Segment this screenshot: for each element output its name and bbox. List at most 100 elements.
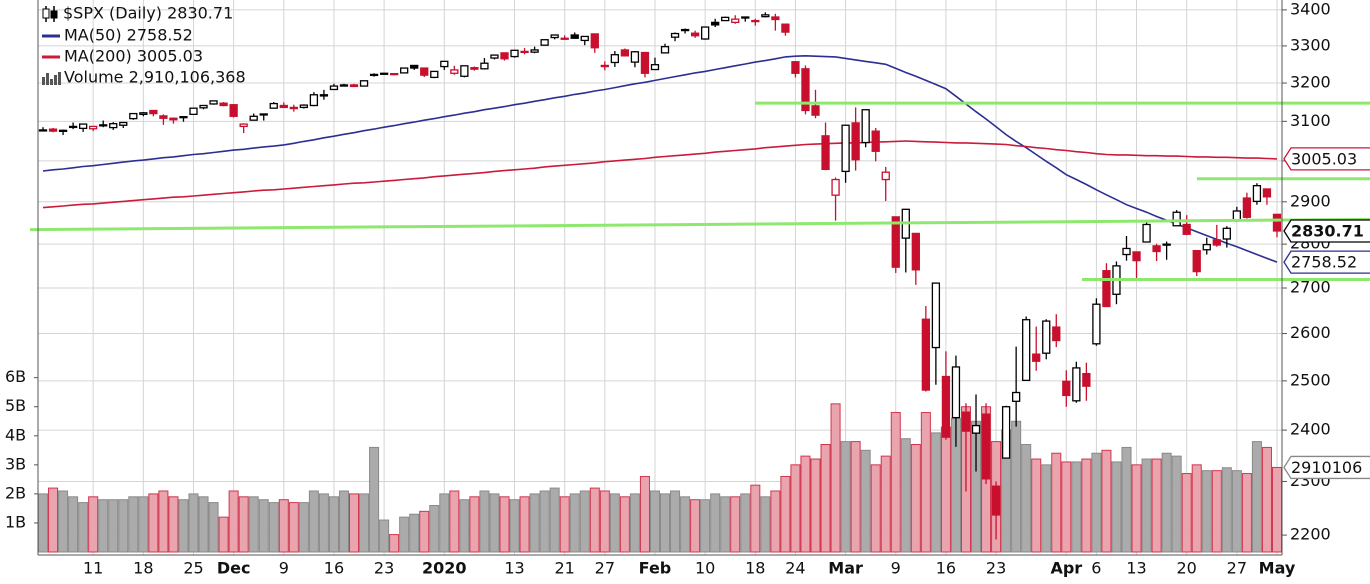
candle-body bbox=[48, 128, 58, 132]
x-tick-label: Mar bbox=[828, 559, 863, 578]
candle-body bbox=[460, 65, 469, 77]
volume-bar bbox=[308, 490, 319, 553]
value-tag: 2910106 bbox=[1291, 458, 1362, 477]
volume-bar bbox=[449, 490, 460, 553]
volume-bar bbox=[298, 502, 309, 553]
volume-bar bbox=[118, 499, 129, 553]
volume-bar bbox=[338, 490, 350, 553]
candle-body bbox=[620, 49, 630, 57]
volume-bar bbox=[1061, 461, 1072, 553]
candle-body bbox=[209, 100, 218, 105]
legend-entry: MA(50) 2758.52 bbox=[64, 26, 193, 45]
volume-bar bbox=[840, 441, 851, 553]
legend-icon bbox=[50, 10, 58, 19]
candle-body bbox=[811, 105, 820, 116]
x-tick-label: 27 bbox=[1227, 559, 1247, 578]
candle-body bbox=[861, 109, 870, 144]
volume-bar bbox=[910, 444, 921, 553]
volume-bar bbox=[519, 496, 530, 553]
volume-bar bbox=[258, 499, 269, 553]
legend-icon bbox=[54, 75, 57, 85]
candle-body bbox=[490, 54, 499, 59]
volume-bar bbox=[670, 490, 681, 553]
candle-body bbox=[1132, 251, 1141, 262]
candle-body bbox=[1182, 223, 1191, 235]
volume-bar bbox=[1051, 452, 1062, 553]
x-tick-label: Dec bbox=[217, 559, 251, 578]
x-tick-label: 21 bbox=[555, 559, 575, 578]
volume-bar bbox=[1251, 441, 1262, 553]
x-tick-label: 2020 bbox=[422, 559, 467, 578]
volume-bar bbox=[880, 455, 891, 553]
candle-body bbox=[1022, 319, 1031, 382]
candle-body bbox=[119, 121, 128, 126]
volume-bar bbox=[629, 493, 640, 553]
candle-body bbox=[309, 94, 319, 107]
candle-body bbox=[149, 109, 158, 115]
candle-body bbox=[269, 102, 278, 109]
volume-bar bbox=[800, 455, 811, 553]
candle-body bbox=[1212, 239, 1221, 246]
volume-bar bbox=[1081, 458, 1092, 553]
candle-body bbox=[1072, 367, 1081, 402]
candle-body bbox=[1172, 211, 1181, 227]
volume-tick-label: 4B bbox=[5, 425, 26, 444]
candle-body bbox=[369, 73, 379, 77]
volume-bar bbox=[1121, 446, 1132, 553]
y-tick-label: 3100 bbox=[1290, 111, 1331, 130]
volume-tick-label: 3B bbox=[5, 454, 26, 473]
volume-bar bbox=[1031, 458, 1042, 553]
volume-bar bbox=[369, 446, 380, 553]
volume-bar bbox=[700, 499, 711, 553]
volume-bar bbox=[479, 490, 490, 553]
x-tick-label: 27 bbox=[595, 559, 615, 578]
volume-bar bbox=[790, 464, 801, 553]
volume-bar bbox=[1221, 467, 1232, 553]
candle-body bbox=[1262, 188, 1272, 198]
candle-body bbox=[319, 94, 329, 97]
candle-body bbox=[109, 123, 118, 129]
candle-body bbox=[590, 33, 599, 49]
volume-bar bbox=[1021, 444, 1032, 553]
candle-body bbox=[881, 171, 890, 181]
candle-body bbox=[851, 122, 860, 161]
candle-body bbox=[1162, 243, 1171, 246]
volume-bar bbox=[278, 499, 289, 553]
candle-body bbox=[530, 49, 539, 53]
volume-bar bbox=[48, 487, 59, 553]
candle-body bbox=[741, 16, 750, 19]
volume-bar bbox=[1141, 458, 1152, 553]
x-tick-label: 23 bbox=[986, 559, 1006, 578]
volume-bar bbox=[1071, 461, 1082, 553]
volume-bar bbox=[1191, 464, 1202, 553]
volume-tick-label: 1B bbox=[5, 512, 26, 531]
volume-bar bbox=[288, 502, 299, 553]
volume-bar bbox=[780, 475, 791, 553]
candle-body bbox=[470, 67, 479, 70]
x-tick-label: 13 bbox=[1126, 559, 1146, 578]
x-tick-label: 9 bbox=[279, 559, 289, 578]
candle-body bbox=[279, 104, 288, 109]
volume-bar bbox=[88, 496, 99, 553]
y-tick-label: 2400 bbox=[1290, 420, 1331, 439]
volume-bar bbox=[469, 496, 480, 553]
legend-entry: Volume 2,910,106,368 bbox=[64, 68, 246, 87]
volume-bar bbox=[389, 534, 400, 553]
candle-body bbox=[510, 49, 519, 58]
candle-body bbox=[1092, 303, 1101, 345]
x-tick-label: Feb bbox=[639, 559, 672, 578]
candle-body bbox=[129, 112, 138, 120]
volume-bar bbox=[649, 490, 660, 553]
candle-body bbox=[841, 124, 850, 173]
candle-body bbox=[731, 18, 740, 24]
y-tick-label: 2900 bbox=[1290, 191, 1331, 210]
x-tick-label: 20 bbox=[1177, 559, 1197, 578]
volume-bar bbox=[930, 432, 941, 553]
volume-bar bbox=[218, 516, 229, 553]
volume-bar bbox=[68, 496, 79, 553]
volume-bar bbox=[1241, 473, 1252, 553]
candle-body bbox=[771, 16, 780, 21]
candle-body bbox=[711, 21, 720, 26]
volume-bar bbox=[188, 493, 199, 553]
